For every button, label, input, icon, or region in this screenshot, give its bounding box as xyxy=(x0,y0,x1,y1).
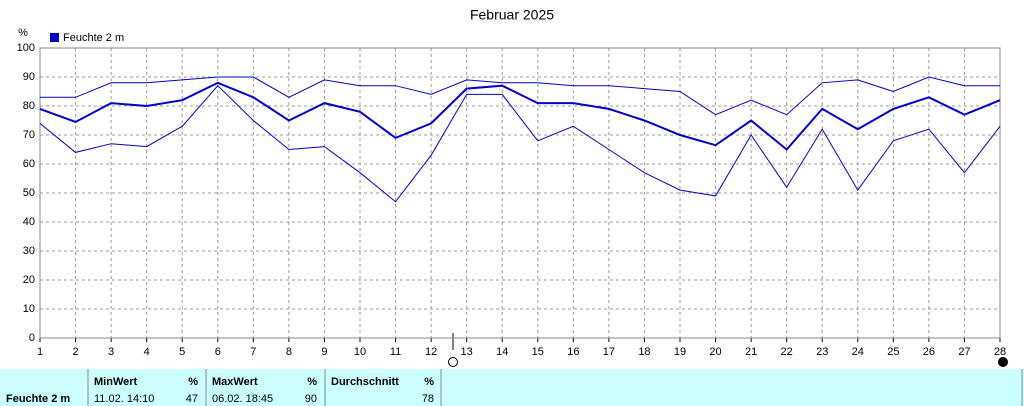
y-tick-label: 20 xyxy=(23,274,35,286)
header: % xyxy=(424,376,434,388)
y-tick-label: 60 xyxy=(23,158,35,170)
y-tick-label: 90 xyxy=(23,71,35,83)
y-tick-label: 80 xyxy=(23,100,35,112)
header: % xyxy=(307,376,317,388)
series-line xyxy=(39,84,1001,203)
x-tick-label: 21 xyxy=(745,346,757,358)
series-line xyxy=(39,81,1001,151)
y-tick-label: 70 xyxy=(23,129,35,141)
x-tick-label: 10 xyxy=(354,346,366,358)
x-tick-label: 28 xyxy=(994,346,1006,358)
x-tick-label: 6 xyxy=(215,346,221,358)
chart-title: Februar 2025 xyxy=(470,7,554,23)
header: % xyxy=(188,376,198,388)
moon-icon xyxy=(448,357,458,367)
cell: 90 xyxy=(305,393,317,405)
x-tick-label: 13 xyxy=(461,346,473,358)
legend-label: Feuchte 2 m xyxy=(63,32,124,44)
y-axis-label: % xyxy=(18,27,28,39)
x-tick-label: 23 xyxy=(816,346,828,358)
legend-swatch xyxy=(50,33,59,42)
cell: 11.02. 14:10 xyxy=(94,393,154,405)
x-tick-label: 22 xyxy=(781,346,793,358)
cell: 78 xyxy=(422,393,434,405)
x-tick-label: 19 xyxy=(674,346,686,358)
cell: 47 xyxy=(186,393,198,405)
x-tick-label: 7 xyxy=(250,346,256,358)
x-tick-label: 18 xyxy=(638,346,650,358)
x-tick-label: 8 xyxy=(286,346,292,358)
x-tick-label: 1 xyxy=(37,346,43,358)
stats-table xyxy=(0,369,1024,406)
x-tick-label: 17 xyxy=(603,346,615,358)
x-tick-label: 27 xyxy=(958,346,970,358)
x-tick-label: 5 xyxy=(179,346,185,358)
header: MaxWert xyxy=(212,376,258,388)
cell: 06.02. 18:45 xyxy=(212,393,273,405)
y-tick-label: 0 xyxy=(29,332,35,344)
y-tick-label: 40 xyxy=(23,216,35,228)
header: Durchschnitt xyxy=(331,376,399,388)
y-tick-label: 50 xyxy=(23,187,35,199)
x-tick-label: 26 xyxy=(923,346,935,358)
x-tick-label: 14 xyxy=(496,346,508,358)
x-tick-label: 15 xyxy=(532,346,544,358)
x-tick-label: 20 xyxy=(709,346,721,358)
y-tick-label: 10 xyxy=(23,303,35,315)
x-tick-label: 12 xyxy=(425,346,437,358)
x-tick-label: 25 xyxy=(887,346,899,358)
y-tick-label: 30 xyxy=(23,245,35,257)
plot-frame xyxy=(39,47,1001,339)
x-tick-label: 9 xyxy=(321,346,327,358)
moon-icon xyxy=(998,357,1008,367)
x-tick-label: 2 xyxy=(72,346,78,358)
header: MinWert xyxy=(94,376,138,388)
row-label: Feuchte 2 m xyxy=(6,393,70,405)
y-tick-label: 100 xyxy=(17,42,35,54)
x-tick-label: 16 xyxy=(567,346,579,358)
x-tick-label: 11 xyxy=(390,346,401,358)
x-tick-label: 4 xyxy=(144,346,150,358)
x-tick-label: 3 xyxy=(108,346,114,358)
x-tick-label: 24 xyxy=(852,346,864,358)
series-line xyxy=(40,76,1000,116)
